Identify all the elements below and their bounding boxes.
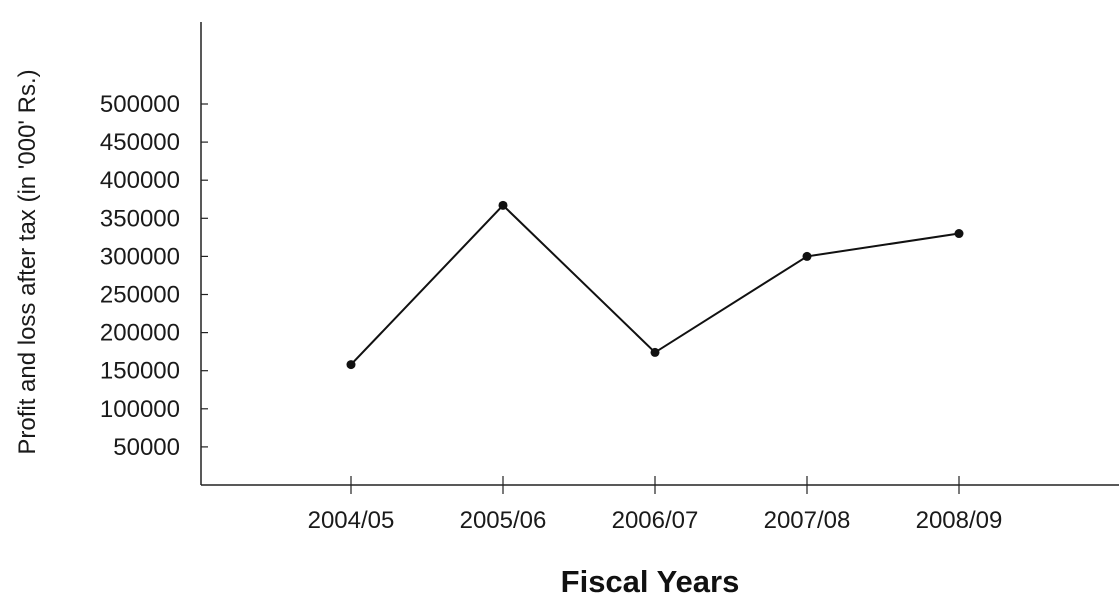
x-tick-label: 2005/06 [460, 507, 547, 534]
data-point [650, 347, 660, 357]
x-tick-label: 2007/08 [764, 507, 851, 534]
y-axis-title: Profit and loss after tax (in '000' Rs.) [14, 69, 41, 454]
y-tick-label: 450000 [100, 129, 180, 156]
series-line [350, 203, 960, 366]
x-tick-label: 2004/05 [308, 507, 395, 534]
y-tick-label: 100000 [100, 396, 180, 423]
y-tick-label: 300000 [100, 243, 180, 270]
data-point [954, 229, 964, 239]
data-point [346, 360, 356, 370]
data-point [802, 251, 812, 261]
y-tick-label: 500000 [100, 91, 180, 118]
y-tick-label: 150000 [100, 358, 180, 385]
y-tick-label: 250000 [100, 282, 180, 309]
x-tick-label: 2008/09 [916, 507, 1003, 534]
y-tick-label: 350000 [100, 205, 180, 232]
x-axis-title: Fiscal Years [561, 564, 740, 599]
y-tick-label: 50000 [113, 434, 180, 461]
y-tick-label: 400000 [100, 167, 180, 194]
x-tick-label: 2006/07 [612, 507, 699, 534]
y-tick-label: 200000 [100, 320, 180, 347]
data-point [498, 200, 508, 210]
